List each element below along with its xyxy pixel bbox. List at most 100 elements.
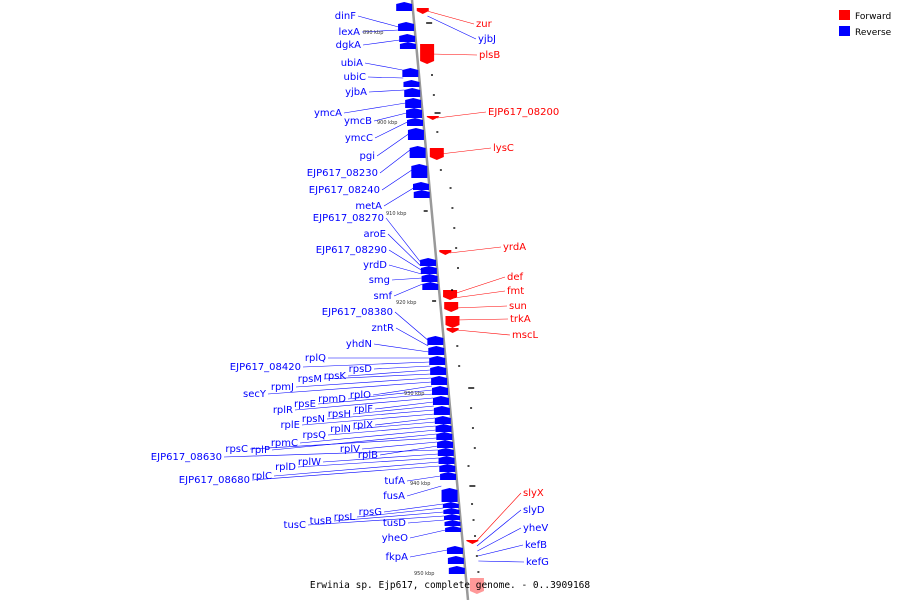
- kbp-tick-label: 930 kbp: [404, 391, 424, 397]
- label-connector: [301, 413, 435, 426]
- reverse-gene-arrow: [396, 2, 413, 11]
- legend: Forward Reverse: [839, 10, 892, 38]
- label-connector: [361, 29, 399, 33]
- label-connector: [395, 327, 429, 347]
- gene-label: def: [507, 272, 524, 283]
- label-connector: [374, 401, 434, 410]
- kbp-tick-label: 940 kbp: [410, 481, 430, 487]
- reverse-gene-arrow: [442, 502, 459, 508]
- label-connector: [307, 515, 445, 526]
- gene-label: trkA: [510, 314, 531, 325]
- label-connector: [317, 393, 433, 405]
- label-connector: [251, 465, 440, 481]
- label-connector: [356, 507, 444, 518]
- label-connector: [271, 433, 437, 451]
- label-connector: [273, 461, 440, 477]
- label-connector: [361, 441, 438, 450]
- label-connector: [394, 311, 428, 341]
- label-connector: [477, 544, 524, 557]
- reverse-gene-arrow: [433, 406, 450, 415]
- reverse-gene-arrow: [447, 556, 464, 564]
- reverse-gene-arrow: [405, 98, 422, 108]
- gene-label: yheO: [382, 533, 408, 544]
- label-connector: [385, 217, 421, 263]
- reverse-gene-arrow: [432, 386, 449, 395]
- gene-label: plsB: [479, 50, 500, 61]
- label-connector: [294, 397, 434, 411]
- scale-ticks: 890 kbp 900 kbp 910 kbp 920 kbp 930 kbp 940 k…: [363, 22, 480, 577]
- label-connector: [364, 62, 403, 71]
- reverse-gene-arrow: [411, 164, 428, 178]
- label-connector: [453, 276, 506, 295]
- label-connector: [295, 377, 432, 388]
- reverse-gene-arrow: [406, 108, 423, 118]
- gene-label: ubiA: [341, 58, 363, 69]
- gene-label: EJP617_08270: [313, 213, 384, 224]
- gene-label: zur: [476, 19, 493, 30]
- reverse-gene-arrow: [432, 396, 449, 405]
- kbp-tick-label: 900 kbp: [377, 120, 397, 126]
- gene-label: EJP617_08240: [309, 185, 380, 196]
- label-connector: [440, 147, 492, 155]
- label-connector: [393, 283, 423, 297]
- gene-label: rplO: [350, 390, 371, 401]
- reverse-gene-arrow: [429, 356, 446, 365]
- label-connector: [352, 405, 434, 415]
- label-connector: [409, 549, 448, 558]
- label-connector: [383, 503, 444, 513]
- reverse-gene-arrow: [430, 366, 447, 375]
- reverse-gene-arrow: [434, 416, 451, 424]
- reverse-gene-arrow: [399, 42, 416, 49]
- forward-gene-arrow: [466, 540, 479, 544]
- reverse-gene-arrow: [428, 346, 445, 355]
- gene-label: rplE: [280, 420, 300, 431]
- label-connectors: [223, 10, 525, 563]
- label-connector: [267, 381, 432, 395]
- gene-label: rplD: [275, 462, 296, 473]
- gene-label: EJP617_08680: [179, 475, 250, 486]
- label-connector: [426, 10, 475, 25]
- label-connector: [376, 133, 409, 157]
- label-connector: [388, 264, 422, 275]
- kbp-tick-label: 910 kbp: [386, 211, 406, 217]
- reverse-gene-arrow: [409, 146, 426, 158]
- label-connector: [347, 389, 433, 400]
- label-connector: [455, 318, 509, 321]
- reverse-gene-arrow: [413, 190, 430, 198]
- label-connector: [327, 425, 436, 436]
- label-connector: [379, 445, 438, 456]
- reverse-gene-arrow: [399, 34, 416, 42]
- gene-label: rplF: [354, 404, 373, 415]
- gene-label: yrdA: [503, 242, 526, 253]
- label-connector: [449, 246, 502, 254]
- reverse-gene-arrow: [443, 508, 460, 514]
- gene-label: zntR: [372, 323, 395, 334]
- label-connector: [347, 369, 431, 377]
- label-connector: [427, 15, 477, 40]
- gene-label: rplW: [298, 457, 321, 468]
- reverse-gene-arrow: [422, 282, 439, 290]
- gene-label: metA: [355, 201, 382, 212]
- gene-label: rplB: [358, 450, 378, 461]
- gene-label: rpsE: [294, 399, 316, 410]
- gene-label: rpmJ: [271, 382, 294, 393]
- label-connector: [326, 409, 435, 420]
- gene-label: EJP617_08630: [151, 452, 222, 463]
- gene-label: rpsG: [359, 507, 382, 518]
- label-connector: [388, 249, 422, 271]
- gene-label: lysC: [493, 143, 514, 154]
- backbone-line: [410, 0, 470, 600]
- label-connector: [299, 429, 437, 444]
- gene-label: sun: [509, 301, 527, 312]
- label-connector: [322, 453, 439, 463]
- forward-gene-arrow: [426, 116, 439, 120]
- label-connector: [223, 449, 439, 458]
- label-connector: [476, 492, 522, 542]
- gene-label: yhdN: [346, 339, 372, 350]
- reverse-gene-arrow: [431, 376, 448, 385]
- label-connector: [409, 529, 446, 539]
- reverse-gene-arrow: [420, 258, 437, 266]
- reverse-gene-arrow: [445, 526, 462, 532]
- reverse-gene-arrow: [404, 88, 421, 97]
